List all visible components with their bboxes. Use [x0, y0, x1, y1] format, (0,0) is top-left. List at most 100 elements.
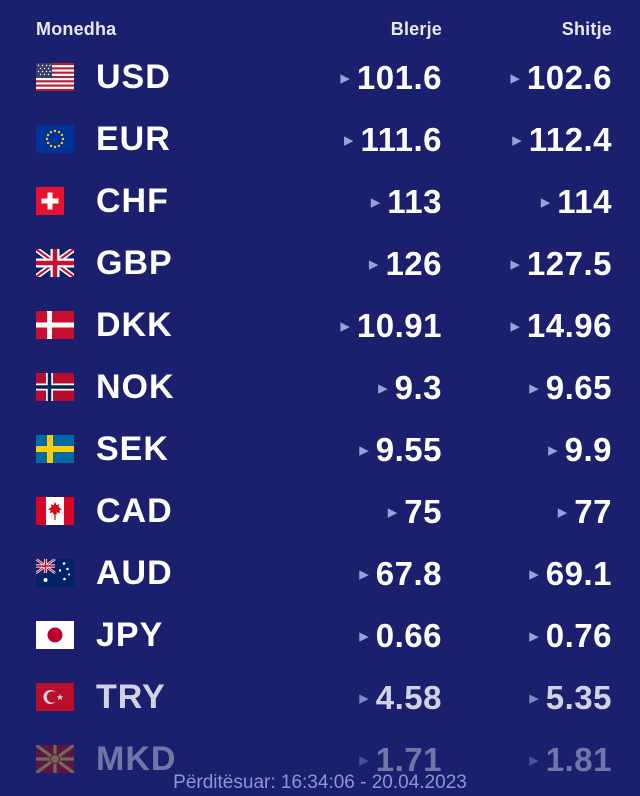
sell-value: 5.35 [545, 678, 612, 716]
rates-table-body: USD ▸ 101.6 ▸ 102.6 EUR ▸ 111.6 ▸ 112.4 [0, 46, 640, 790]
rate-arrow-icon: ▸ [512, 129, 522, 151]
sek-flag-icon [36, 435, 74, 463]
sell-cell: ▸ 114 [442, 185, 612, 218]
buy-value: 101.6 [356, 58, 442, 96]
currency-code: CAD [96, 492, 173, 530]
currency-code: USD [96, 58, 171, 96]
sell-cell: ▸ 9.65 [442, 371, 612, 404]
currency-code: EUR [96, 120, 171, 158]
usd-flag-icon [36, 63, 74, 91]
currency-code: CHF [96, 182, 169, 220]
rate-arrow-icon: ▸ [510, 67, 520, 89]
rate-row: AUD ▸ 67.8 ▸ 69.1 [0, 542, 640, 604]
sell-cell: ▸ 112.4 [442, 123, 612, 156]
rate-arrow-icon: ▸ [359, 687, 369, 709]
sell-value: 127.5 [526, 244, 612, 282]
buy-cell: ▸ 75 [388, 495, 442, 528]
sell-cell: ▸ 127.5 [442, 247, 612, 280]
rate-row: USD ▸ 101.6 ▸ 102.6 [0, 46, 640, 108]
table-header: Monedha Blerje Shitje [0, 0, 640, 46]
nok-flag-icon [36, 373, 74, 401]
currency-code: AUD [96, 554, 173, 592]
rate-arrow-icon: ▸ [548, 439, 558, 461]
sell-value: 69.1 [545, 554, 612, 592]
rate-arrow-icon: ▸ [529, 625, 539, 647]
sell-value: 77 [574, 492, 612, 530]
aud-flag-icon [36, 559, 74, 587]
currency-code: JPY [96, 616, 164, 654]
rate-arrow-icon: ▸ [344, 129, 354, 151]
sell-value: 102.6 [526, 58, 612, 96]
header-sell: Shitje [561, 18, 612, 39]
buy-cell: ▸ 126 [369, 247, 442, 280]
rate-arrow-icon: ▸ [529, 749, 539, 771]
rate-row: TRY ▸ 4.58 ▸ 5.35 [0, 666, 640, 728]
buy-value: 126 [385, 244, 442, 282]
sell-cell: ▸ 14.96 [442, 309, 612, 342]
sell-value: 1.81 [545, 740, 612, 778]
rate-row: MKD ▸ 1.71 ▸ 1.81 [0, 728, 640, 790]
rate-arrow-icon: ▸ [540, 191, 551, 213]
buy-cell: ▸ 113 [371, 185, 442, 218]
sell-cell: ▸ 102.6 [442, 61, 612, 94]
buy-cell: ▸ 111.6 [344, 123, 442, 156]
rate-arrow-icon: ▸ [510, 253, 520, 275]
currency-code: SEK [96, 430, 169, 468]
rate-arrow-icon: ▸ [387, 501, 398, 523]
rate-row: DKK ▸ 10.91 ▸ 14.96 [0, 294, 640, 356]
rate-row: EUR ▸ 111.6 ▸ 112.4 [0, 108, 640, 170]
buy-cell: ▸ 67.8 [359, 557, 442, 590]
rate-row: CAD ▸ 75 ▸ 77 [0, 480, 640, 542]
last-updated-text: Përditësuar: 16:34:06 - 20.04.2023 [173, 772, 467, 793]
sell-cell: ▸ 69.1 [442, 557, 612, 590]
currency-code: NOK [96, 368, 175, 406]
rate-arrow-icon: ▸ [359, 625, 369, 647]
eur-flag-icon [36, 125, 74, 153]
currency-code: GBP [96, 244, 173, 282]
try-flag-icon [36, 683, 74, 711]
rate-arrow-icon: ▸ [557, 501, 568, 523]
dkk-flag-icon [36, 311, 74, 339]
rate-row: CHF ▸ 113 ▸ 114 [0, 170, 640, 232]
currency-code: DKK [96, 306, 173, 344]
sell-cell: ▸ 77 [442, 495, 612, 528]
rate-arrow-icon: ▸ [340, 315, 350, 337]
buy-cell: ▸ 4.58 [359, 681, 442, 714]
buy-value: 113 [387, 182, 442, 220]
sell-value: 0.76 [545, 616, 612, 654]
sell-cell: ▸ 1.81 [442, 743, 612, 776]
rate-arrow-icon: ▸ [359, 439, 369, 461]
rate-row: GBP ▸ 126 ▸ 127.5 [0, 232, 640, 294]
buy-value: 75 [404, 492, 442, 530]
rate-row: NOK ▸ 9.3 ▸ 9.65 [0, 356, 640, 418]
buy-value: 67.8 [375, 554, 442, 592]
rate-arrow-icon: ▸ [510, 315, 520, 337]
sell-value: 9.65 [545, 368, 612, 406]
buy-value: 10.91 [356, 306, 442, 344]
sell-cell: ▸ 0.76 [442, 619, 612, 652]
buy-cell: ▸ 1.71 [359, 743, 442, 776]
buy-cell: ▸ 9.3 [378, 371, 442, 404]
buy-value: 9.55 [375, 430, 442, 468]
cad-flag-icon [36, 497, 74, 525]
buy-value: 0.66 [375, 616, 442, 654]
rate-arrow-icon: ▸ [340, 67, 350, 89]
rate-arrow-icon: ▸ [370, 191, 381, 213]
sell-value: 114 [557, 182, 612, 220]
rate-arrow-icon: ▸ [529, 563, 539, 585]
currency-code: MKD [96, 740, 177, 778]
jpy-flag-icon [36, 621, 74, 649]
header-buy: Blerje [390, 18, 442, 39]
buy-cell: ▸ 9.55 [359, 433, 442, 466]
rate-arrow-icon: ▸ [368, 253, 379, 275]
rate-arrow-icon: ▸ [529, 377, 539, 399]
buy-cell: ▸ 10.91 [340, 309, 442, 342]
buy-cell: ▸ 101.6 [340, 61, 442, 94]
rate-row: SEK ▸ 9.55 ▸ 9.9 [0, 418, 640, 480]
mkd-flag-icon [36, 745, 74, 773]
header-currency: Monedha [36, 18, 117, 39]
sell-value: 9.9 [564, 430, 612, 468]
chf-flag-icon [36, 187, 74, 215]
sell-value: 112.4 [528, 120, 612, 158]
